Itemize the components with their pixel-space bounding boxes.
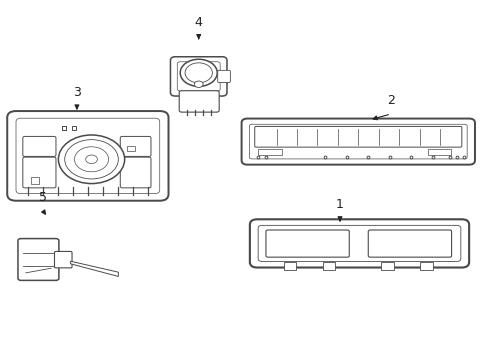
FancyBboxPatch shape [177, 62, 220, 91]
FancyBboxPatch shape [23, 157, 56, 188]
Bar [284, 262, 296, 270]
FancyBboxPatch shape [120, 136, 151, 157]
Bar [30, 177, 39, 184]
Bar [381, 262, 393, 270]
FancyBboxPatch shape [54, 251, 72, 268]
Text: 4: 4 [195, 16, 203, 29]
Bar [258, 149, 282, 156]
Text: 1: 1 [336, 198, 344, 211]
Circle shape [86, 155, 98, 163]
FancyBboxPatch shape [179, 91, 219, 112]
FancyBboxPatch shape [266, 230, 349, 257]
Text: 3: 3 [73, 86, 81, 99]
FancyBboxPatch shape [120, 157, 151, 188]
FancyBboxPatch shape [249, 124, 467, 159]
Polygon shape [71, 261, 118, 276]
FancyBboxPatch shape [368, 230, 452, 257]
FancyBboxPatch shape [16, 118, 160, 194]
FancyBboxPatch shape [7, 111, 169, 201]
Bar [420, 262, 433, 270]
FancyBboxPatch shape [258, 225, 461, 261]
FancyBboxPatch shape [218, 70, 230, 82]
Text: 5: 5 [39, 191, 47, 204]
FancyBboxPatch shape [18, 239, 59, 280]
Text: 2: 2 [387, 94, 395, 108]
Circle shape [58, 135, 124, 184]
FancyBboxPatch shape [23, 136, 56, 157]
FancyBboxPatch shape [242, 118, 475, 165]
Circle shape [180, 59, 217, 86]
FancyBboxPatch shape [171, 57, 227, 96]
Bar [127, 146, 135, 152]
Circle shape [65, 140, 118, 179]
FancyBboxPatch shape [255, 126, 462, 147]
FancyBboxPatch shape [250, 219, 469, 267]
Bar [428, 149, 451, 156]
Bar [323, 262, 335, 270]
Circle shape [195, 81, 203, 87]
Circle shape [185, 63, 212, 83]
Circle shape [74, 147, 109, 172]
